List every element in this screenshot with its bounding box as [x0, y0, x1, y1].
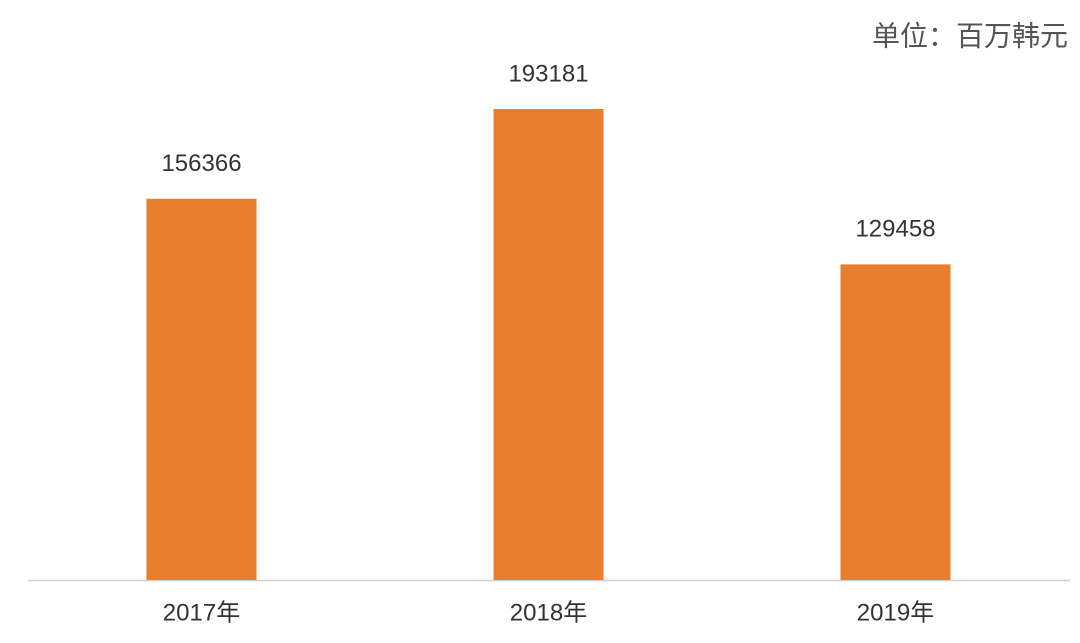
- x-tick-label: 2017年: [163, 599, 240, 626]
- value-label: 156366: [161, 150, 241, 177]
- x-tick-label: 2019年: [857, 599, 934, 626]
- value-label: 129458: [855, 216, 935, 243]
- value-label: 193181: [508, 60, 588, 87]
- bar: [493, 109, 604, 580]
- x-tick-label: 2018年: [510, 599, 587, 626]
- unit-note: 单位：百万韩元: [872, 20, 1068, 53]
- bar: [840, 264, 951, 580]
- bar: [146, 198, 257, 580]
